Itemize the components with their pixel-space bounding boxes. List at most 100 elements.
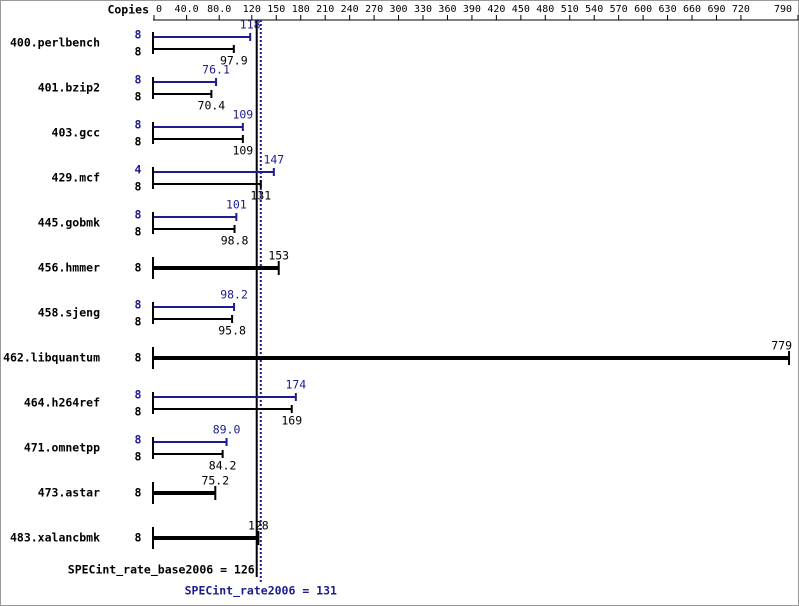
bar <box>154 168 275 176</box>
copies-label: 8 <box>135 45 142 59</box>
value-label: 84.2 <box>209 459 237 473</box>
x-tick-label: 790 <box>774 4 792 15</box>
x-tick-label: 330 <box>414 4 432 15</box>
copies-label: 4 <box>135 163 142 177</box>
reference-label: SPECint_rate2006 = 131 <box>185 584 337 599</box>
bar <box>154 266 279 270</box>
bar <box>154 303 236 311</box>
x-tick-label: 720 <box>732 4 750 15</box>
benchmark-label: 401.bzip2 <box>38 81 100 95</box>
value-label: 75.2 <box>201 474 229 488</box>
value-label: 128 <box>248 519 269 533</box>
x-tick-label: 300 <box>390 4 408 15</box>
bar <box>154 438 228 446</box>
x-tick-label: 660 <box>683 4 701 15</box>
benchmark-label: 400.perlbench <box>10 36 100 50</box>
value-label: 89.0 <box>213 423 241 437</box>
value-label: 97.9 <box>220 54 248 68</box>
x-tick-label: 40.0 <box>175 4 199 15</box>
x-tick-label: 570 <box>610 4 628 15</box>
value-label: 70.4 <box>198 99 226 113</box>
value-label: 76.1 <box>202 63 230 77</box>
x-tick-label: 240 <box>341 4 359 15</box>
x-tick-label: 360 <box>438 4 456 15</box>
copies-label: 8 <box>135 315 142 329</box>
copies-label: 8 <box>135 486 142 500</box>
value-label: 131 <box>250 189 271 203</box>
value-label: 98.2 <box>220 288 248 302</box>
x-tick-label: 120 <box>243 4 261 15</box>
value-label: 109 <box>232 108 253 122</box>
bar <box>154 536 259 540</box>
value-label: 147 <box>263 153 284 167</box>
x-tick-label: 210 <box>316 4 334 15</box>
x-tick-label: 480 <box>536 4 554 15</box>
copies-label: 8 <box>135 135 142 149</box>
x-tick-label: 270 <box>365 4 383 15</box>
value-label: 101 <box>226 198 247 212</box>
copies-label: 8 <box>135 405 142 419</box>
bar <box>154 33 252 41</box>
copies-label: 8 <box>135 261 142 275</box>
benchmark-label: 403.gcc <box>52 126 100 140</box>
x-tick-label: 540 <box>585 4 603 15</box>
bar <box>154 213 238 221</box>
bar <box>154 356 790 360</box>
value-label: 779 <box>771 339 792 353</box>
copies-header: Copies <box>107 3 149 17</box>
x-tick-label: 420 <box>487 4 505 15</box>
x-tick-label: 180 <box>292 4 310 15</box>
x-tick-label: 510 <box>561 4 579 15</box>
copies-label: 8 <box>135 433 142 447</box>
bar <box>154 405 293 413</box>
x-tick-label: 690 <box>707 4 725 15</box>
bar <box>154 225 236 233</box>
bar <box>154 393 297 401</box>
bar <box>154 78 218 86</box>
copies-label: 8 <box>135 73 142 87</box>
x-tick-label: 630 <box>659 4 677 15</box>
benchmark-label: 458.sjeng <box>38 306 100 320</box>
x-tick-label: 390 <box>463 4 481 15</box>
x-tick-label: 450 <box>512 4 530 15</box>
value-label: 153 <box>268 249 289 263</box>
copies-label: 8 <box>135 208 142 222</box>
value-label: 174 <box>285 378 306 392</box>
benchmark-label: 464.h264ref <box>24 396 100 410</box>
x-tick-label: 0 <box>156 4 162 15</box>
bar <box>154 315 234 323</box>
bar <box>154 135 244 143</box>
copies-label: 8 <box>135 298 142 312</box>
copies-label: 8 <box>135 118 142 132</box>
benchmark-label: 471.omnetpp <box>24 441 100 455</box>
value-label: 95.8 <box>218 324 246 338</box>
bar <box>154 450 224 458</box>
value-label: 169 <box>281 414 302 428</box>
reference-label: SPECint_rate_base2006 = 126 <box>68 563 255 578</box>
value-label: 118 <box>240 18 261 32</box>
value-label: 109 <box>232 144 253 158</box>
copies-label: 8 <box>135 531 142 545</box>
copies-label: 8 <box>135 28 142 42</box>
bar <box>154 90 213 98</box>
copies-label: 8 <box>135 450 142 464</box>
bar <box>154 123 244 131</box>
copies-label: 8 <box>135 351 142 365</box>
x-tick-label: 80.0 <box>207 4 231 15</box>
x-tick-label: 150 <box>267 4 285 15</box>
benchmark-label: 483.xalancbmk <box>10 531 100 545</box>
benchmark-label: 456.hmmer <box>38 261 100 275</box>
benchmark-label: 445.gobmk <box>38 216 100 230</box>
benchmark-label: 462.libquantum <box>3 351 100 365</box>
x-tick-label: 600 <box>634 4 652 15</box>
bar <box>154 45 235 53</box>
bar <box>154 491 216 495</box>
benchmark-label: 473.astar <box>38 486 100 500</box>
copies-label: 8 <box>135 180 142 194</box>
copies-label: 8 <box>135 388 142 402</box>
copies-label: 8 <box>135 90 142 104</box>
benchmark-label: 429.mcf <box>52 171 101 185</box>
